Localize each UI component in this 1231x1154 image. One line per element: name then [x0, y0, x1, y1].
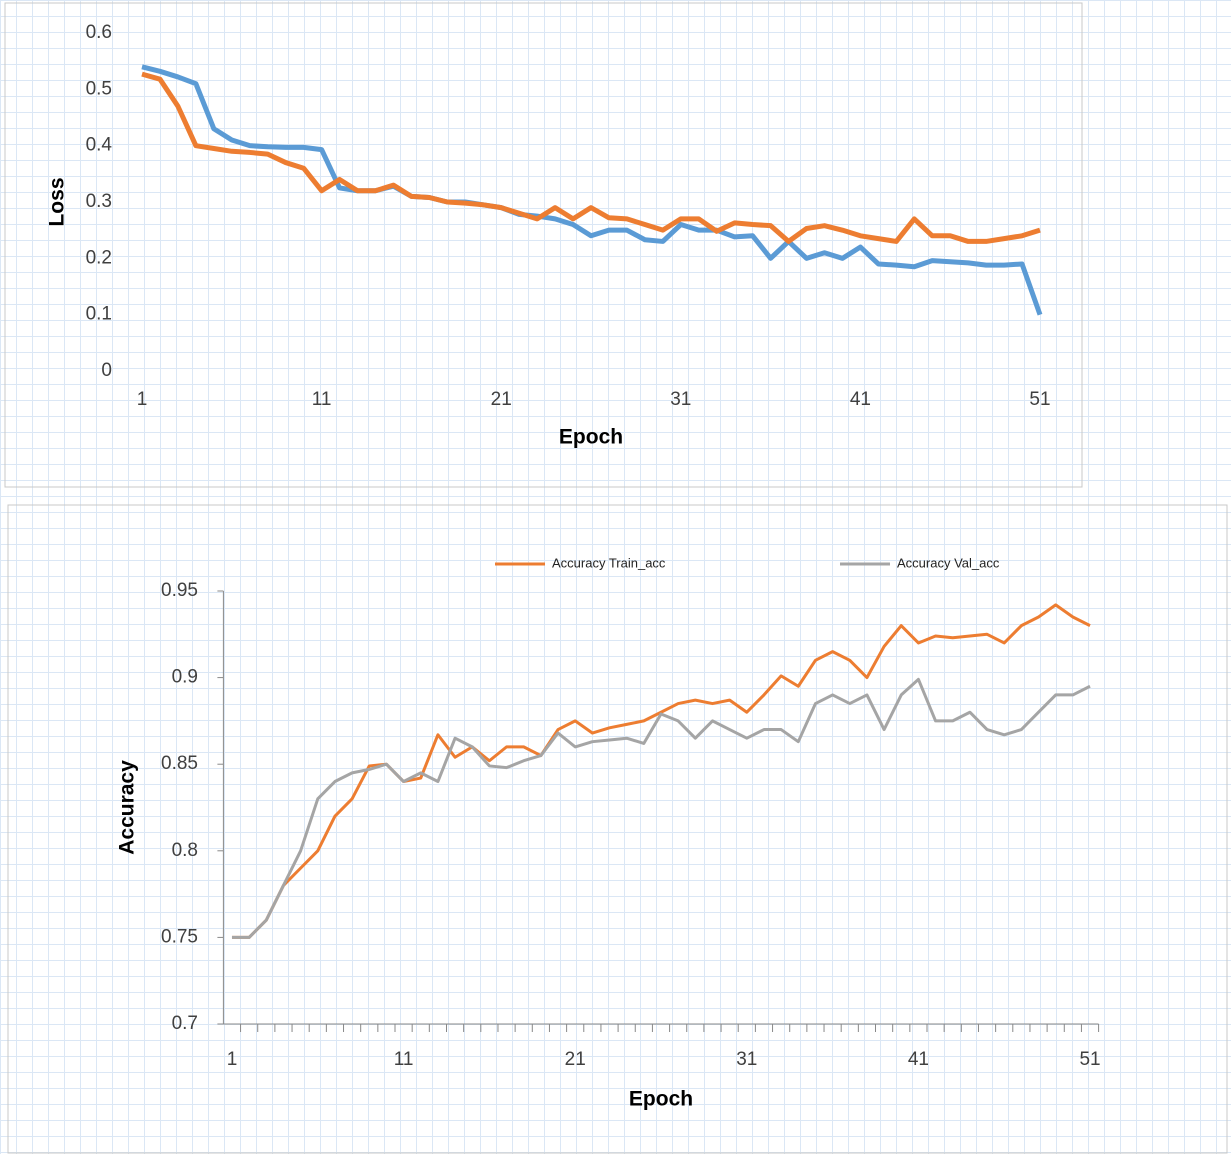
chart-frame — [4, 2, 1083, 488]
x-tick-label: 31 — [670, 389, 691, 410]
x-tick-label: 41 — [850, 389, 871, 410]
series-line — [141, 71, 1041, 244]
series-line — [141, 64, 1043, 316]
y-axis-title: Accuracy — [116, 760, 139, 855]
y-tick-label: 0.85 — [161, 753, 198, 774]
y-tick-label: 0.4 — [86, 135, 113, 156]
y-tick-label: 0.2 — [86, 247, 112, 268]
y-tick-label: 0.1 — [86, 304, 112, 325]
y-tick-label: 0.3 — [86, 191, 112, 212]
x-axis-title: Epoch — [559, 426, 623, 449]
y-tick-label: 0.5 — [86, 78, 112, 99]
x-axis-title: Epoch — [629, 1088, 693, 1111]
x-tick-label: 11 — [312, 389, 332, 410]
y-axis-title: Loss — [46, 177, 69, 226]
legend-label: Accuracy Train_acc — [552, 555, 666, 570]
series-line — [231, 603, 1091, 939]
y-tick-label: 0.75 — [161, 926, 198, 947]
y-tick-label: 0.9 — [172, 667, 198, 688]
x-tick-label: 21 — [491, 389, 512, 410]
y-tick-label: 0 — [101, 360, 112, 381]
x-tick-label: 51 — [1079, 1049, 1100, 1070]
y-tick-label: 0.6 — [86, 22, 112, 43]
x-tick-label: 1 — [137, 389, 148, 410]
x-tick-label: 41 — [908, 1049, 929, 1070]
x-tick-label: 31 — [736, 1049, 757, 1070]
chart-frame — [7, 504, 1228, 1154]
legend-label: Accuracy Val_acc — [897, 555, 1000, 570]
y-tick-label: 0.7 — [172, 1013, 198, 1034]
x-tick-label: 1 — [227, 1049, 238, 1070]
x-tick-label: 21 — [565, 1049, 586, 1070]
y-tick-label: 0.8 — [172, 840, 198, 861]
x-tick-label: 11 — [394, 1049, 414, 1070]
y-tick-label: 0.95 — [161, 580, 198, 601]
series-line — [231, 677, 1091, 939]
x-tick-label: 51 — [1029, 389, 1050, 410]
